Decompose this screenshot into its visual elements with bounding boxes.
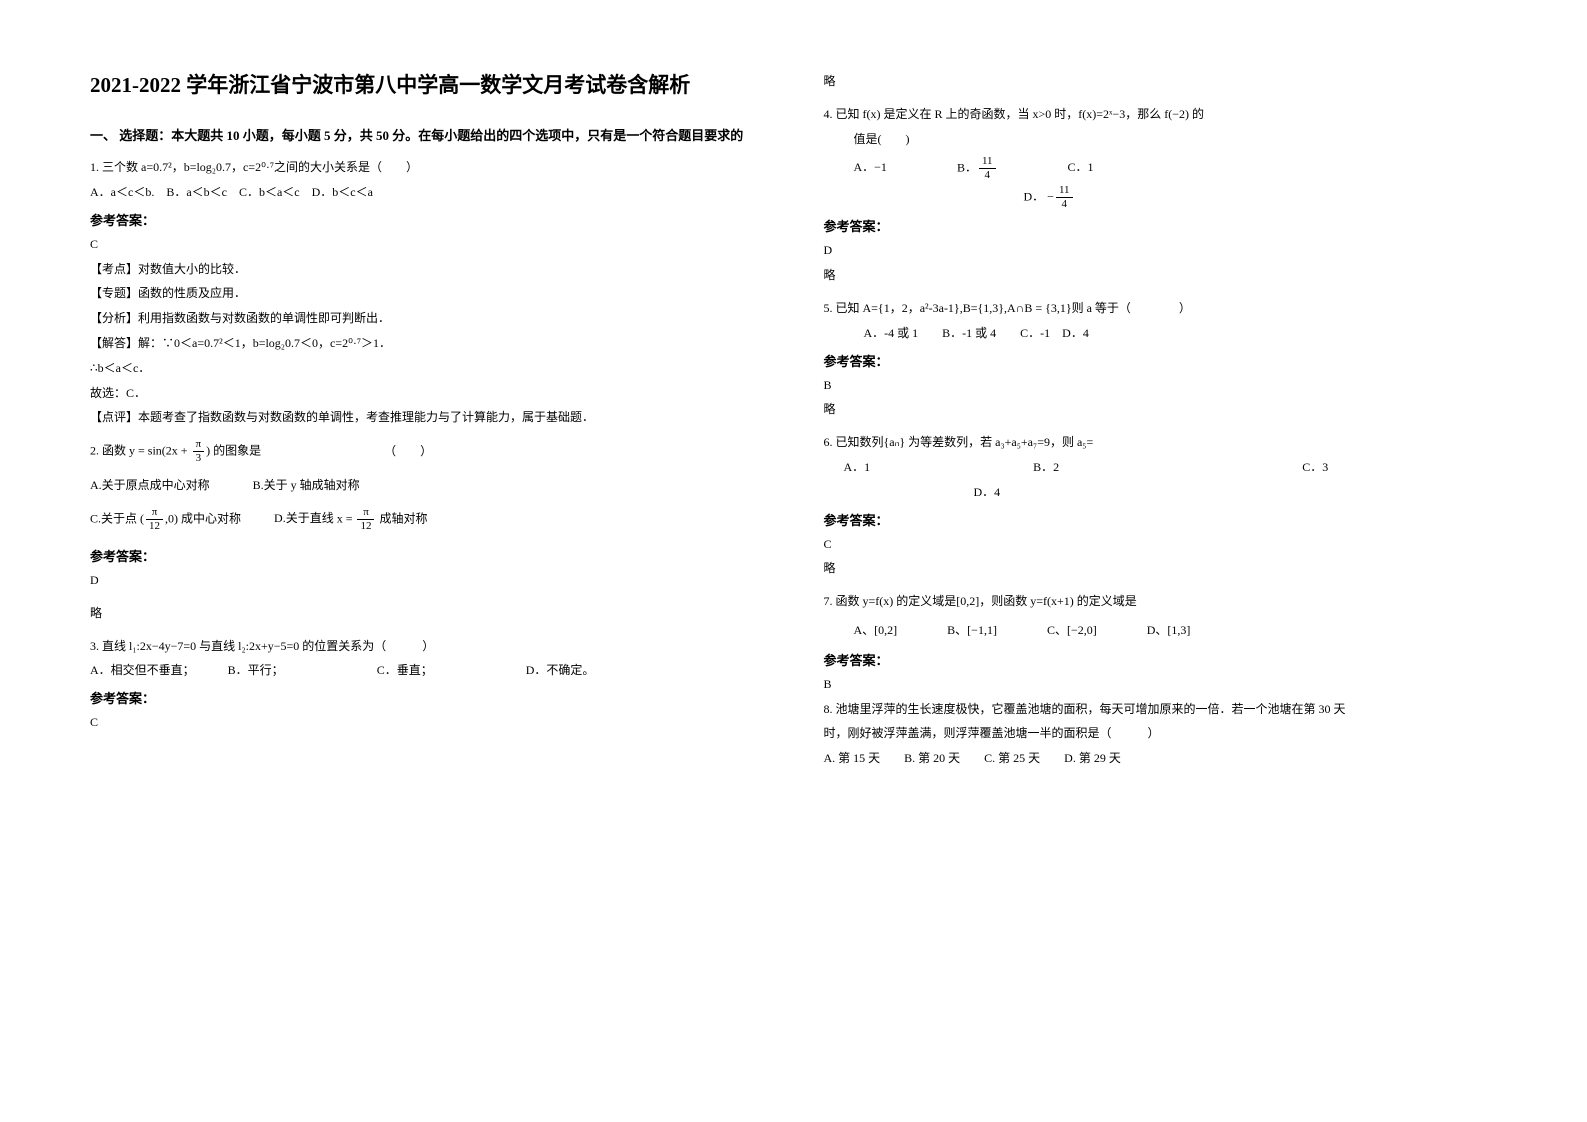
q8-line2: 时，刚好被浮萍盖满，则浮萍覆盖池塘一半的面积是（ ） [824, 722, 1498, 745]
q3-optD: D．不确定。 [526, 663, 595, 677]
answer-label: 参考答案： [824, 510, 1498, 529]
q4-line1: 4. 已知 f(x) 是定义在 R 上的奇函数，当 x>0 时，f(x)=2ˣ−… [824, 103, 1498, 126]
q7-answer: B [824, 673, 1498, 696]
pi-over-12-b: π12 [357, 507, 374, 532]
q2-row1: A.关于原点成中心对称 B.关于 y 轴成轴对称 [90, 474, 764, 497]
q2-text: 2. 函数 y = sin(2x + π3) 的图象是 （ ） [90, 439, 764, 464]
q6-short: 略 [824, 557, 1498, 580]
q5-text: 5. 已知 A={1，2，a²-3a-1},B={1,3},A∩B = {3,1… [824, 297, 1498, 320]
q1-exp6: 故选：C． [90, 382, 764, 405]
q1-exp1: 【考点】对数值大小的比较． [90, 258, 764, 281]
q2-fn2: ) 的图象是 [206, 444, 261, 458]
q2-blank: （ ） [384, 444, 432, 458]
q4-optD-neg: − [1047, 190, 1054, 204]
q4-answer: D [824, 239, 1498, 262]
answer-label: 参考答案： [90, 210, 764, 229]
pi-over-12: π12 [146, 507, 163, 532]
q3-text: 3. 直线 l₁:2x−4y−7=0 与直线 l₂:2x+y−5=0 的位置关系… [90, 635, 764, 658]
pi-over-3: π3 [193, 439, 205, 464]
q7-opts: A、[0,2] B、[−1,1] C、[−2,0] D、[1,3] [854, 619, 1498, 642]
q1-exp5: ∴b＜a＜c． [90, 357, 764, 380]
q2-optD-pre: D.关于直线 [274, 511, 334, 525]
q4-line2: 值是( ) [854, 128, 1498, 151]
q4-opts-row1: A．−1 B．114 C．1 [854, 156, 1498, 181]
answer-label: 参考答案： [824, 650, 1498, 669]
q1-exp2: 【专题】函数的性质及应用． [90, 282, 764, 305]
q4-short: 略 [824, 264, 1498, 287]
q6-optA: A．1 [844, 460, 871, 474]
q3-optC: C．垂直； [377, 663, 433, 677]
q7-optC: C、[−2,0] [1047, 619, 1097, 642]
right-column: 略 4. 已知 f(x) 是定义在 R 上的奇函数，当 x>0 时，f(x)=2… [824, 70, 1498, 1052]
q3-optA: A．相交但不垂直； [90, 663, 195, 677]
q7-optD: D、[1,3] [1147, 619, 1191, 642]
answer-label: 参考答案： [824, 351, 1498, 370]
section-heading: 一、 选择题：本大题共 10 小题，每小题 5 分，共 50 分。在每小题给出的… [90, 126, 764, 147]
neg-eleven-over-4: 114 [1056, 185, 1073, 210]
q3-answer: C [90, 711, 764, 734]
q3-short: 略 [824, 70, 1498, 93]
answer-label: 参考答案： [90, 688, 764, 707]
q1-text: 1. 三个数 a=0.7²，b=log₂0.7，c=2⁰·⁷之间的大小关系是（ … [90, 156, 764, 179]
q2-answer: D [90, 569, 764, 592]
q2-optA: A.关于原点成中心对称 [90, 478, 210, 492]
q2-fn: y = sin(2x + [129, 444, 191, 458]
q4-optA: A．−1 [854, 156, 887, 181]
q2-row2: C.关于点 (π12,0) 成中心对称 D.关于直线 x = π12 成轴对称 [90, 507, 764, 532]
q2-optB: B.关于 y 轴成轴对称 [253, 478, 360, 492]
q1-answer: C [90, 233, 764, 256]
q4-optB-pre: B． [957, 161, 977, 175]
q4-optB: B．114 [957, 156, 998, 181]
q7-optA: A、[0,2] [854, 619, 898, 642]
q1-exp3: 【分析】利用指数函数与对数函数的单调性即可判断出． [90, 307, 764, 330]
q2-optC-post: 成中心对称 [181, 511, 241, 525]
q8-opts: A. 第 15 天 B. 第 20 天 C. 第 25 天 D. 第 29 天 [824, 747, 1498, 770]
q5-opts: A．-4 或 1 B．-1 或 4 C．-1 D．4 [864, 322, 1498, 345]
q2-short: 略 [90, 602, 764, 625]
q1-exp7: 【点评】本题考查了指数函数与对数函数的单调性，考查推理能力与了计算能力，属于基础… [90, 406, 764, 429]
q6-optD: D．4 [974, 481, 1498, 504]
q6-opts: A．1 B．2 C．3 [824, 456, 1498, 479]
q7-text: 7. 函数 y=f(x) 的定义域是[0,2]，则函数 y=f(x+1) 的定义… [824, 590, 1498, 613]
q4-optD-pre: D． [1024, 190, 1045, 204]
left-column: 2021-2022 学年浙江省宁波市第八中学高一数学文月考试卷含解析 一、 选择… [90, 70, 764, 1052]
q6-answer: C [824, 533, 1498, 556]
q5-answer: B [824, 374, 1498, 397]
q1-options: A．a＜c＜b. B．a＜b＜c C．b＜a＜c D．b＜c＜a [90, 181, 764, 204]
q6-text: 6. 已知数列{aₙ} 为等差数列，若 a₃+a₅+a₇=9，则 a₅= [824, 431, 1498, 454]
q2-prefix: 2. 函数 [90, 444, 126, 458]
q2-optC-pre: C.关于点 [90, 511, 137, 525]
eleven-over-4: 114 [979, 156, 996, 181]
q8-line1: 8. 池塘里浮萍的生长速度极快，它覆盖池塘的面积，每天可增加原来的一倍．若一个池… [824, 698, 1498, 721]
answer-label: 参考答案： [90, 546, 764, 565]
q5-short: 略 [824, 398, 1498, 421]
q7-optB: B、[−1,1] [947, 619, 997, 642]
q4-optD: D． −114 [1024, 185, 1498, 210]
q6-optC: C．3 [1302, 460, 1328, 474]
answer-label: 参考答案： [824, 216, 1498, 235]
q3-options: A．相交但不垂直； B．平行； C．垂直； D．不确定。 [90, 659, 764, 682]
q6-optB: B．2 [1033, 460, 1059, 474]
q3-optB: B．平行； [228, 663, 284, 677]
q1-exp4: 【解答】解：∵0＜a=0.7²＜1，b=log₂0.7＜0，c=2⁰·⁷＞1． [90, 332, 764, 355]
exam-title: 2021-2022 学年浙江省宁波市第八中学高一数学文月考试卷含解析 [90, 70, 764, 102]
q2-optD-post: 成轴对称 [379, 511, 427, 525]
q4-optC: C．1 [1068, 156, 1094, 181]
